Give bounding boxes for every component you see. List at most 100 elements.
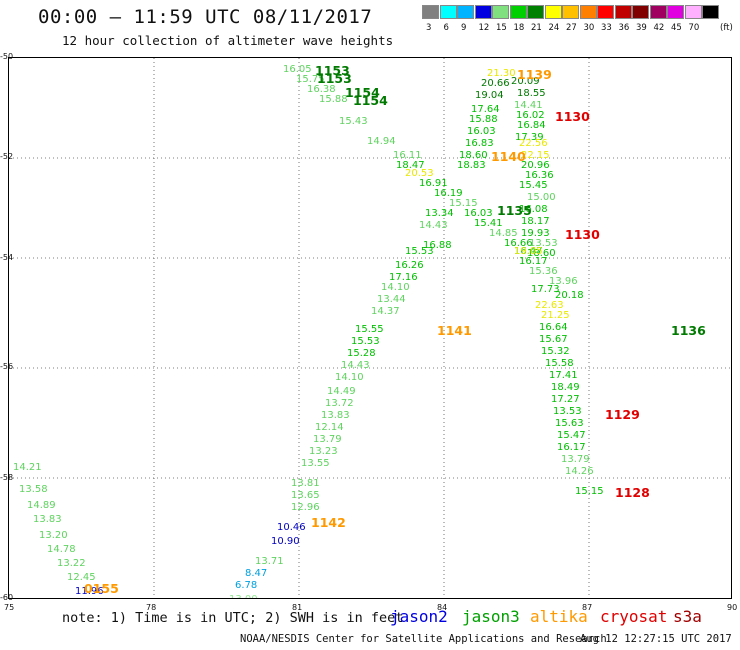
swh-observation: 16.17 xyxy=(519,256,548,267)
scale-swatch xyxy=(422,5,439,19)
swh-observation: 17.41 xyxy=(549,370,578,381)
scale-bin-label: 36 xyxy=(618,23,630,33)
swh-observation: 20.09 xyxy=(511,76,540,87)
swh-observation: 14.10 xyxy=(335,372,364,383)
scale-swatch xyxy=(509,5,527,19)
wave-height-color-scale: 3 6 9 12 15 18 21 24 27 30 33 36 39 42 45 70 (ft) xyxy=(420,5,740,33)
scale-swatch xyxy=(527,5,544,19)
lat-label: -54 xyxy=(0,253,14,262)
scale-swatch xyxy=(614,5,632,19)
scale-swatch xyxy=(439,5,457,19)
swh-observation: 22.63 xyxy=(535,300,564,311)
scale-swatch xyxy=(597,5,614,19)
pass-time-label: 1153 xyxy=(315,63,350,78)
scale-bin-label: 30 xyxy=(583,23,595,33)
pass-time-label: 1140 xyxy=(491,149,526,164)
lat-label: -60 xyxy=(0,593,14,602)
swh-observation: 15.47 xyxy=(557,430,586,441)
legend-jason3: jason3 xyxy=(462,607,520,626)
swh-observation: 18.55 xyxy=(517,88,546,99)
swh-observation: 18.17 xyxy=(521,216,550,227)
pass-time-label: 0155 xyxy=(84,581,119,596)
swh-observation: 16.02 xyxy=(516,110,545,121)
scale-bin-label: 27 xyxy=(566,23,577,33)
swh-observation: 14.89 xyxy=(27,500,56,511)
swh-observation: 15.67 xyxy=(539,334,568,345)
swh-observation: 17.64 xyxy=(471,104,500,115)
swh-observation: 15.41 xyxy=(474,218,503,229)
swh-observation: 15.53 xyxy=(351,336,380,347)
pass-time-label: 1153 xyxy=(317,71,352,86)
swh-observation: 21.30 xyxy=(487,68,516,79)
swh-observation: 16.88 xyxy=(423,240,452,251)
swh-observation: 16.36 xyxy=(525,170,554,181)
pass-time-label: 1128 xyxy=(615,485,650,500)
map-plot-area: 16.05 15.75 16.38 15.88 15.43 14.94 16.11 18.47… xyxy=(8,57,732,610)
swh-observation: 16.05 xyxy=(283,64,312,75)
swh-observation: 16.11 xyxy=(393,150,422,161)
pass-time-label: 1142 xyxy=(311,515,346,530)
swh-observation: 14.43 xyxy=(419,220,448,231)
scale-swatch xyxy=(474,5,492,19)
swh-observation: 15.28 xyxy=(347,348,376,359)
swh-observation: 14.26 xyxy=(565,466,594,477)
swh-observation: 13.96 xyxy=(549,276,578,287)
legend-cryosat: cryosat xyxy=(600,607,668,626)
scale-swatch xyxy=(579,5,597,19)
swh-observation: 16.84 xyxy=(517,120,546,131)
scale-bin-label: 6 xyxy=(443,23,449,33)
scale-bin-label: 21 xyxy=(531,23,542,33)
lat-label: -58 xyxy=(0,473,14,482)
swh-observation: 15.75 xyxy=(296,74,325,85)
swh-observation: 15.88 xyxy=(319,94,348,105)
lon-label: 90 xyxy=(727,603,738,612)
scale-bin-label: 18 xyxy=(513,23,525,33)
scale-swatch xyxy=(562,5,579,19)
swh-observation: 18.49 xyxy=(551,382,580,393)
legend-altika: altika xyxy=(530,607,588,626)
swh-observation: 12.96 xyxy=(291,502,320,513)
swh-observation: 13.65 xyxy=(291,490,320,501)
lat-label: -56 xyxy=(0,362,14,371)
swh-observation: 18.60 xyxy=(459,150,488,161)
pass-time-label: 1139 xyxy=(517,67,552,82)
swh-observation: 10.90 xyxy=(271,536,300,547)
swh-observation: 14.41 xyxy=(514,100,543,111)
scale-swatch xyxy=(632,5,649,19)
pass-time-label: 1130 xyxy=(555,109,590,124)
swh-observation: 15.36 xyxy=(529,266,558,277)
swh-observation: 16.08 xyxy=(519,204,548,215)
scale-bin-label: 70 xyxy=(688,23,700,33)
swh-observation: 13.79 xyxy=(561,454,590,465)
swh-observation: 15.58 xyxy=(545,358,574,369)
swh-observation: 16.66 xyxy=(504,238,533,249)
swh-observation: 15.53 xyxy=(405,246,434,257)
swh-observation: 13.83 xyxy=(321,410,350,421)
swh-observation: 12.14 xyxy=(315,422,344,433)
swh-observation: 14.94 xyxy=(367,136,396,147)
scale-bin-label: 45 xyxy=(671,23,682,33)
pass-time-label: 1141 xyxy=(437,323,472,338)
scale-bin-label: 3 xyxy=(426,23,432,33)
units-note: note: 1) Time is in UTC; 2) SWH is in fe… xyxy=(62,610,404,626)
footer-timestamp: Aug 12 12:27:15 UTC 2017 xyxy=(580,633,732,645)
scale-bin-label: 24 xyxy=(548,23,560,33)
scale-bin-label: 15 xyxy=(496,23,507,33)
swh-observation: 13.79 xyxy=(313,434,342,445)
swh-observation: 22.15 xyxy=(521,150,550,161)
swh-observation: 13.55 xyxy=(301,458,330,469)
scale-bin-label: 33 xyxy=(601,23,612,33)
swh-observation: 15.32 xyxy=(541,346,570,357)
scale-swatch xyxy=(649,5,667,19)
lat-label: -50 xyxy=(0,52,14,61)
swh-observation: 17.73 xyxy=(531,284,560,295)
swh-observation: 13.20 xyxy=(39,530,68,541)
swh-observation: 20.18 xyxy=(555,290,584,301)
swh-observation: 15.63 xyxy=(555,418,584,429)
swh-observation: 21.25 xyxy=(541,310,570,321)
legend-s3a: s3a xyxy=(673,607,702,626)
scale-bin-label: 12 xyxy=(478,23,490,33)
swh-observation: 14.21 xyxy=(13,462,42,473)
swh-observation: 13.53 xyxy=(553,406,582,417)
swh-observation: 11.96 xyxy=(75,586,104,597)
